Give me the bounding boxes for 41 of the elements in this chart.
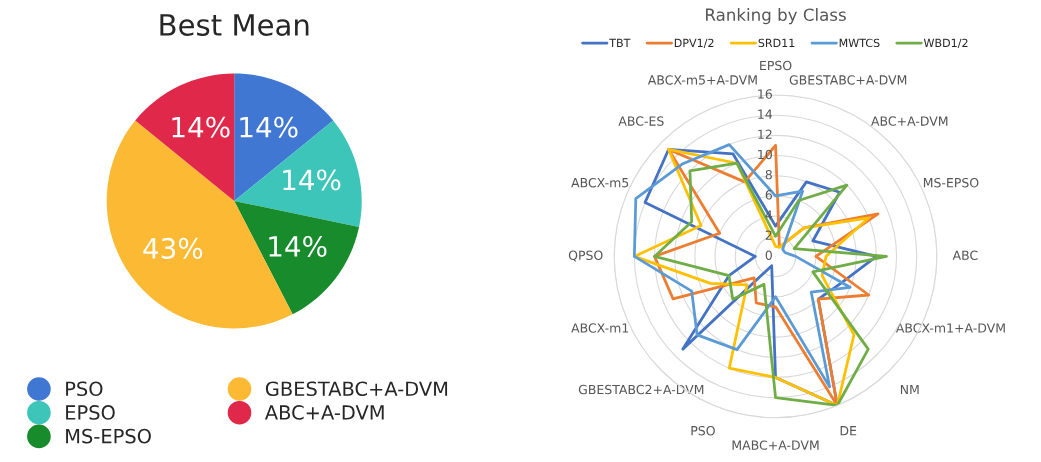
data-label: 14% — [269, 235, 327, 257]
legend-label: EPSO — [66, 405, 115, 420]
spoke-label: MABC+A-DVM — [732, 440, 819, 450]
chart-title: Ranking by Class — [706, 8, 846, 25]
spoke-label: NM — [900, 384, 919, 395]
legend-label: MWTCS — [839, 38, 880, 48]
legend-label: MS-EPSO — [66, 428, 151, 444]
y-tick-label: 8 — [765, 169, 772, 180]
legend-label: GBESTABC+A-DVM — [265, 381, 448, 397]
spoke-label: ABCX-m1 — [571, 323, 629, 333]
y-tick-label: 0 — [765, 250, 772, 261]
data-label: 14% — [283, 169, 341, 191]
spoke-label: PSO — [691, 425, 715, 436]
chart-title: Best Mean — [160, 14, 309, 36]
legend-label: ABC+A-DVM — [264, 405, 384, 420]
spoke-label: ABC — [952, 250, 978, 261]
spoke-label: ABC-ES — [618, 116, 664, 126]
data-label: 14% — [240, 116, 298, 138]
legend-label: TBT — [609, 38, 631, 47]
spoke-label: ABCX-m5 — [571, 177, 629, 188]
pie-slice — [234, 200, 360, 315]
data-label: 14% — [172, 116, 230, 138]
spoke-label: DE — [840, 426, 857, 436]
spoke-label: ABC+A-DVM — [871, 116, 948, 126]
y-tick-label: 16 — [758, 89, 772, 99]
spoke-label: ABCX-m5+A-DVM — [647, 75, 757, 85]
data-label: 43% — [143, 237, 203, 259]
y-tick-label: 6 — [765, 190, 772, 200]
legend-label: DPV1/2 — [674, 38, 714, 48]
spoke-label: ABCX-m1+A-DVM — [895, 323, 1005, 333]
spoke-label: MS-EPSO — [923, 177, 979, 188]
spoke-label: QPSO — [568, 250, 603, 262]
y-tick-label: 12 — [758, 129, 772, 139]
legend-label: PSO — [66, 381, 103, 397]
spoke-label: EPSO — [760, 60, 792, 71]
legend-label: WBD1/2 — [923, 38, 968, 48]
legend-label: SRD11 — [758, 38, 795, 48]
spoke-label: GBESTABC2+A-DVM — [578, 384, 704, 395]
y-tick-label: 14 — [758, 109, 773, 119]
pie-slice — [135, 73, 235, 201]
spoke-label: GBESTABC+A-DVM — [789, 75, 907, 85]
